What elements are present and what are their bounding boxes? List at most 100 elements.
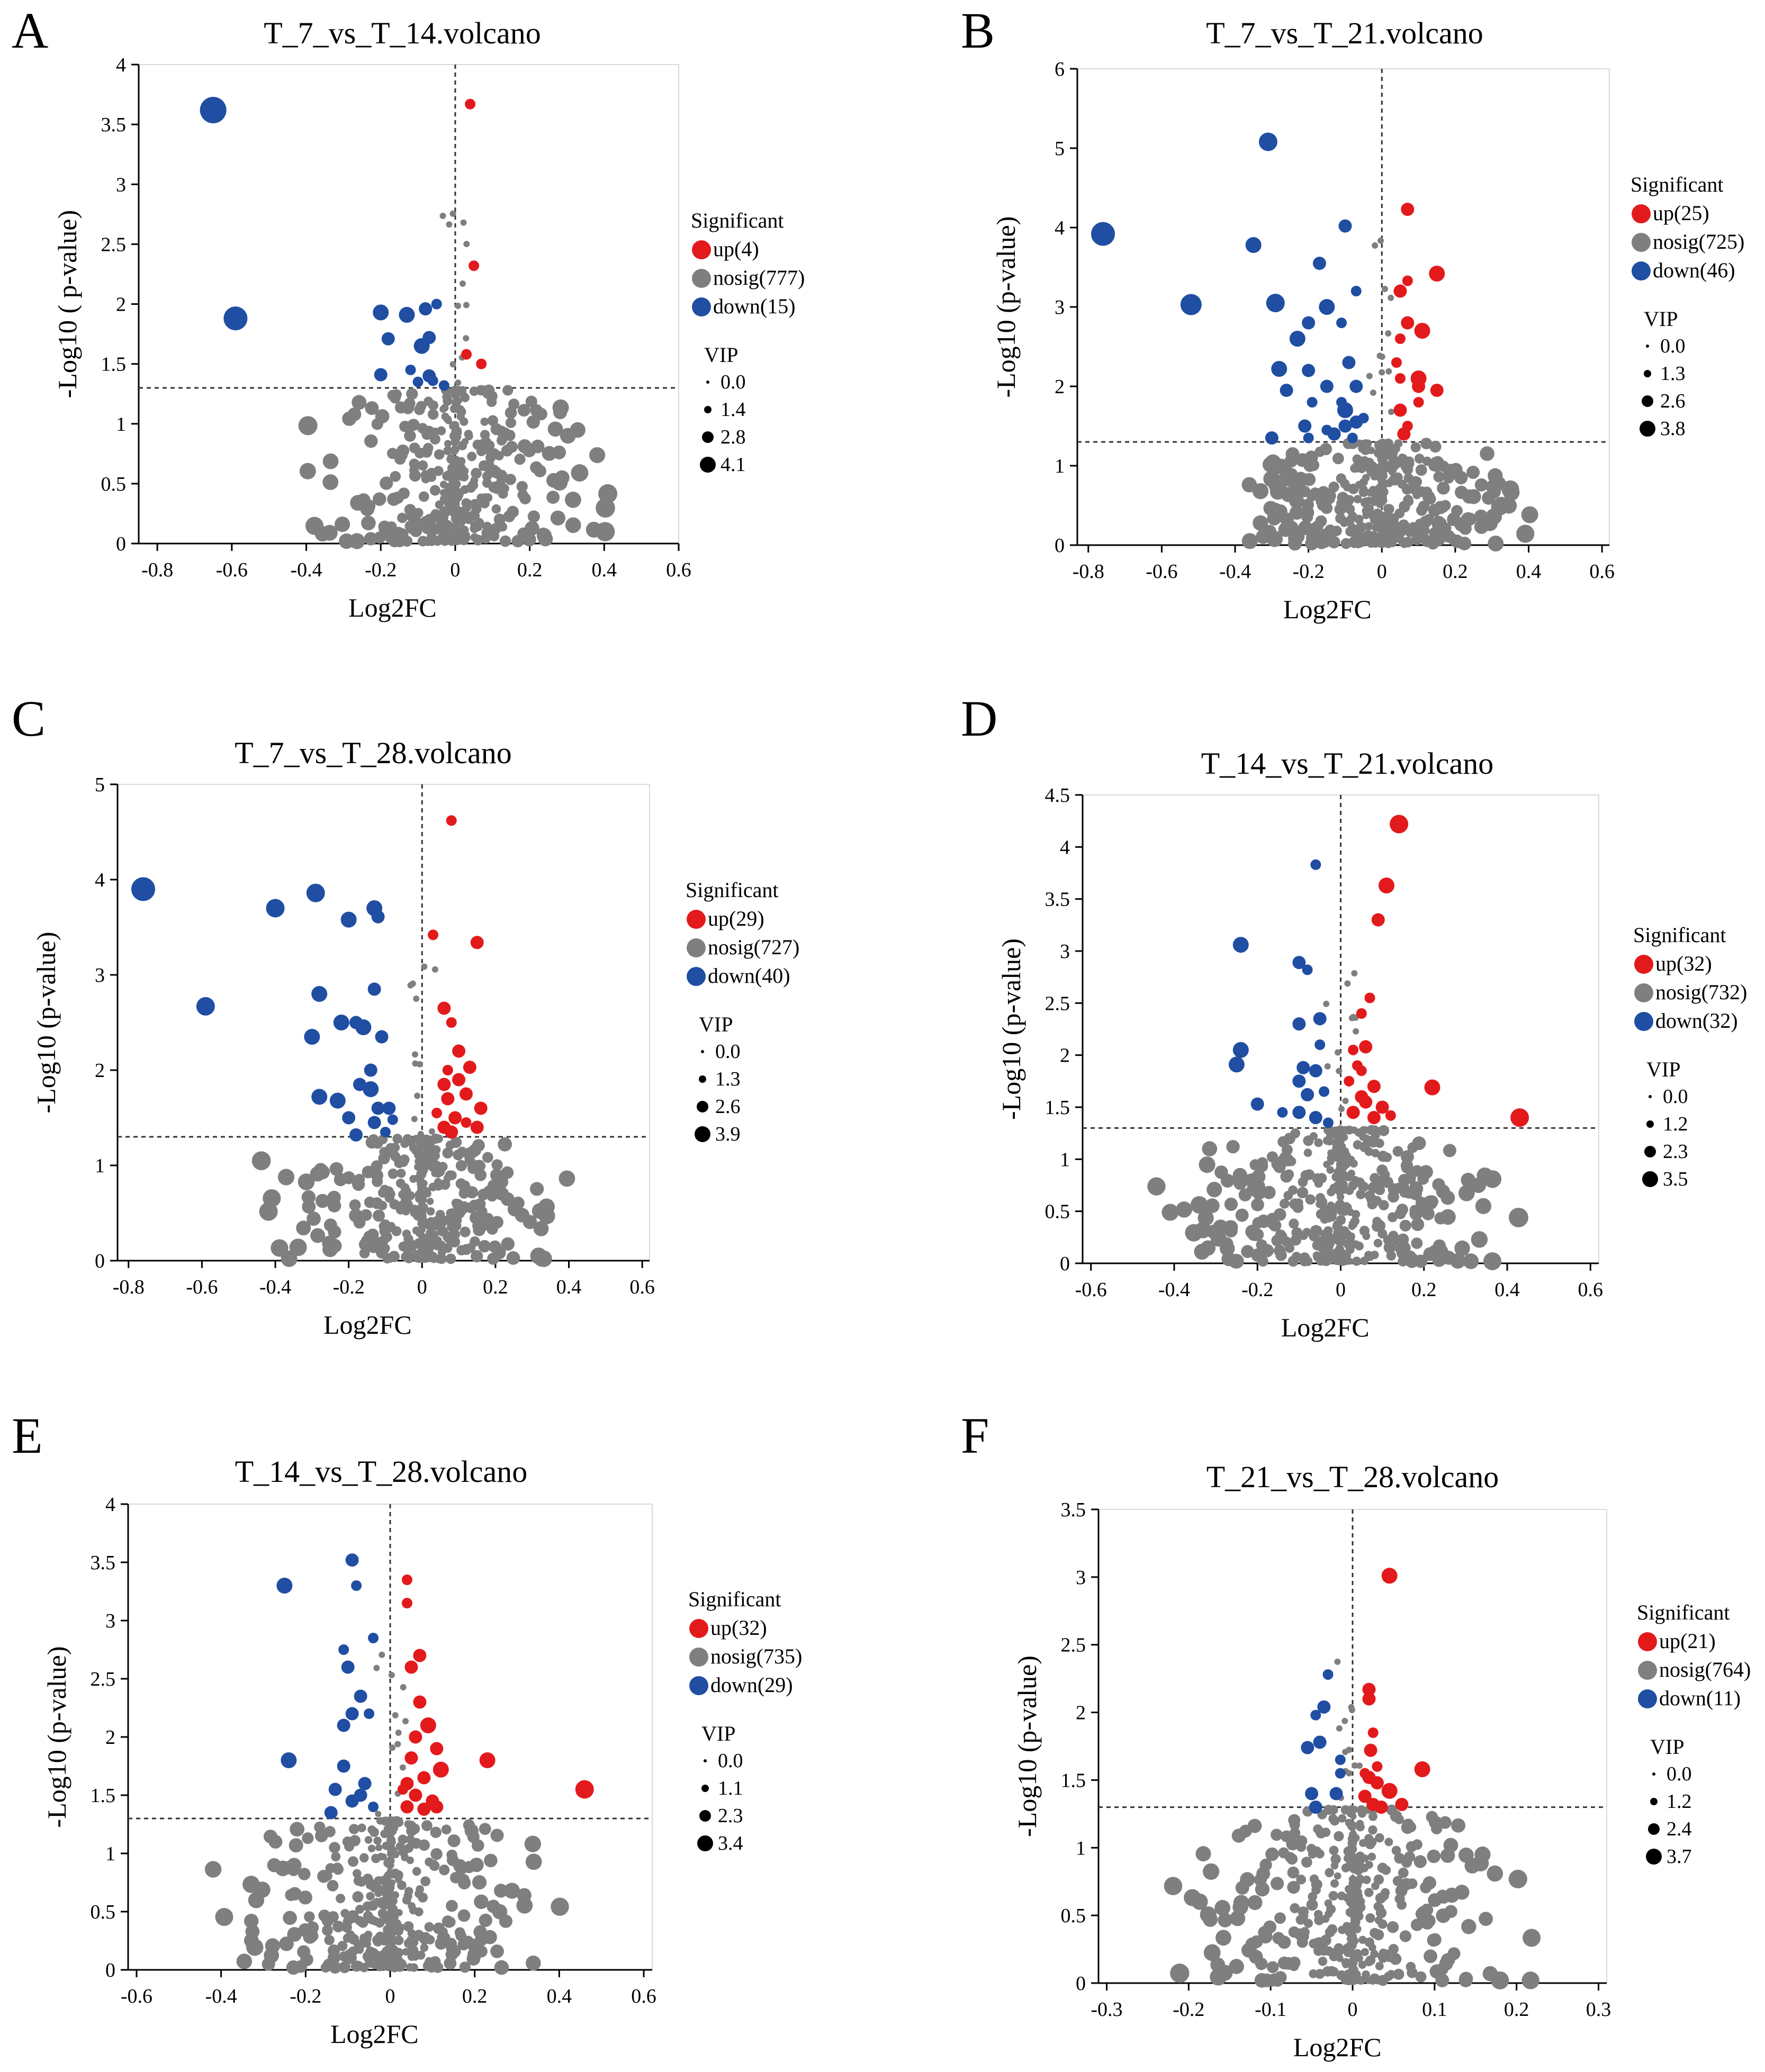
nosig-point bbox=[1393, 1235, 1403, 1246]
nosig-point bbox=[389, 1744, 396, 1751]
nosig-point bbox=[342, 1171, 356, 1184]
nosig-point bbox=[389, 1879, 396, 1886]
x-axis-label: Log2FC bbox=[330, 2019, 419, 2049]
nosig-point bbox=[501, 445, 513, 457]
nosig-point bbox=[393, 527, 404, 538]
nosig-point bbox=[1244, 1173, 1259, 1188]
nosig-point bbox=[1343, 1854, 1351, 1862]
nosig-point bbox=[380, 1243, 390, 1254]
nosig-point bbox=[259, 1202, 278, 1221]
nosig-point bbox=[427, 473, 437, 482]
nosig-point bbox=[1385, 478, 1393, 487]
nosig-point bbox=[516, 481, 528, 492]
nosig-point bbox=[1396, 1246, 1409, 1260]
nosig-point bbox=[470, 520, 480, 530]
nosig-point bbox=[350, 1960, 363, 1972]
nosig-point bbox=[1371, 1148, 1380, 1157]
nosig-point bbox=[442, 1915, 454, 1928]
y-tick-label: 4 bbox=[105, 1494, 115, 1516]
nosig-point bbox=[1176, 1201, 1192, 1218]
nosig-point bbox=[1336, 1155, 1346, 1164]
nosig-point bbox=[442, 1147, 454, 1159]
up-point bbox=[469, 260, 480, 272]
nosig-point bbox=[323, 1218, 337, 1232]
y-tick-label: 1.5 bbox=[91, 1785, 116, 1807]
nosig-points bbox=[251, 963, 575, 1268]
nosig-point bbox=[1389, 1953, 1402, 1965]
nosig-point bbox=[524, 1835, 542, 1852]
down-point bbox=[354, 1689, 367, 1703]
nosig-point bbox=[438, 527, 446, 535]
nosig-point bbox=[439, 1865, 450, 1876]
nosig-point bbox=[1330, 1253, 1339, 1262]
nosig-point bbox=[431, 1134, 440, 1143]
nosig-point bbox=[1345, 1245, 1355, 1254]
nosig-point bbox=[1329, 1845, 1339, 1856]
down-point bbox=[324, 1806, 338, 1820]
x-tick-label: -0.2 bbox=[1173, 1998, 1204, 2021]
x-tick-label: 0.2 bbox=[1504, 1998, 1529, 2021]
nosig-point bbox=[322, 474, 339, 490]
nosig-point bbox=[411, 1051, 418, 1058]
nosig-point bbox=[419, 1142, 426, 1148]
nosig-point bbox=[1377, 454, 1387, 464]
x-tick-label: -0.4 bbox=[259, 1276, 291, 1298]
nosig-point bbox=[1185, 1224, 1203, 1242]
nosig-point bbox=[443, 396, 453, 406]
nosig-point bbox=[372, 492, 386, 506]
up-points bbox=[461, 98, 487, 369]
y-tick-label: 0 bbox=[95, 1250, 105, 1272]
nosig-point bbox=[1356, 1976, 1366, 1985]
nosig-point bbox=[1277, 1956, 1291, 1970]
nosig-point bbox=[1317, 1173, 1327, 1183]
legend-label: up(32) bbox=[1655, 952, 1712, 975]
legend-label: down(40) bbox=[708, 964, 790, 988]
up-point bbox=[1381, 1568, 1398, 1584]
nosig-point bbox=[1407, 1967, 1418, 1978]
nosig-point bbox=[451, 1198, 461, 1208]
nosig-point bbox=[547, 421, 563, 437]
down-points bbox=[131, 877, 398, 1142]
down-point bbox=[354, 1788, 367, 1802]
nosig-point bbox=[386, 1940, 393, 1947]
nosig-point bbox=[1204, 1198, 1220, 1214]
x-tick-label: -0.4 bbox=[1158, 1279, 1190, 1301]
up-point bbox=[397, 1784, 408, 1795]
vip-size-dot bbox=[1646, 1849, 1662, 1865]
legend: Significant up(4) nosig(777) down(15) VIP 0.0… bbox=[691, 209, 805, 476]
nosig-point bbox=[1288, 1956, 1301, 1969]
vip-label: 2.4 bbox=[1667, 1818, 1692, 1840]
nosig-point bbox=[1349, 1924, 1358, 1933]
nosig-point bbox=[479, 1823, 491, 1835]
down-point bbox=[1310, 859, 1321, 870]
nosig-point bbox=[1451, 505, 1463, 517]
nosig-point bbox=[460, 1226, 471, 1237]
nosig-point bbox=[1371, 467, 1379, 475]
nosig-point bbox=[1459, 522, 1472, 535]
nosig-point bbox=[1483, 1170, 1502, 1188]
nosig-point bbox=[1356, 1805, 1366, 1815]
down-point bbox=[1296, 1061, 1310, 1074]
nosig-point bbox=[1443, 1144, 1456, 1157]
nosig-point bbox=[1253, 515, 1268, 531]
y-tick-label: 0 bbox=[116, 533, 126, 555]
nosig-point bbox=[1291, 1252, 1302, 1262]
nosig-point bbox=[1350, 1866, 1358, 1874]
up-point bbox=[1344, 1075, 1355, 1087]
nosig-point bbox=[418, 491, 429, 502]
nosig-point bbox=[460, 392, 469, 400]
nosig-point bbox=[1340, 1207, 1349, 1216]
nosig-point bbox=[421, 963, 428, 970]
down-point bbox=[1302, 316, 1316, 330]
down-point bbox=[311, 1089, 328, 1105]
nosig-point bbox=[404, 1887, 413, 1896]
down-point bbox=[373, 304, 389, 321]
nosig-point bbox=[1362, 1875, 1371, 1884]
nosig-point bbox=[417, 1130, 424, 1137]
down-point bbox=[306, 883, 325, 902]
nosig-point bbox=[411, 1952, 420, 1961]
nosig-point bbox=[1296, 1187, 1309, 1199]
nosig-point bbox=[454, 1927, 465, 1938]
nosig-point bbox=[204, 1861, 222, 1878]
nosig-point bbox=[377, 1852, 385, 1861]
